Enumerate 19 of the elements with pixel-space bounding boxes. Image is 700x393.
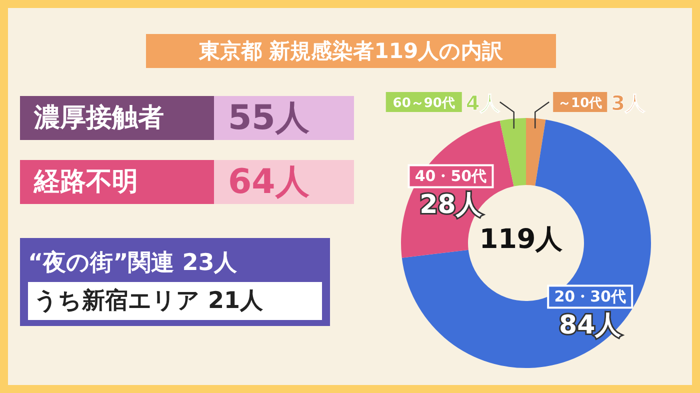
text: 64人: [214, 160, 354, 204]
text: 濃厚接触者: [20, 96, 214, 140]
slice-label: 60～90代: [392, 96, 455, 111]
slice-label: 40・50代: [414, 167, 487, 186]
data-label: 28人: [420, 190, 483, 220]
chart-title: 東京都 新規感染者119人の内訳: [146, 34, 556, 68]
text: 経路不明: [20, 160, 214, 204]
data-label: 84人: [559, 310, 622, 341]
slice-label: 20・30代: [554, 288, 626, 306]
donut-slice: [500, 118, 526, 186]
slice-label: ～10代: [558, 96, 602, 111]
text: “夜の街”関連 23人: [28, 249, 238, 278]
text: うち新宿エリア 21人: [28, 282, 322, 320]
data-label: 4人: [466, 91, 501, 115]
donut-slice: [526, 118, 546, 186]
donut-slice: [402, 120, 651, 368]
text: 119人: [479, 224, 564, 255]
text: 55人: [214, 96, 354, 140]
data-label: 3人: [611, 91, 646, 115]
